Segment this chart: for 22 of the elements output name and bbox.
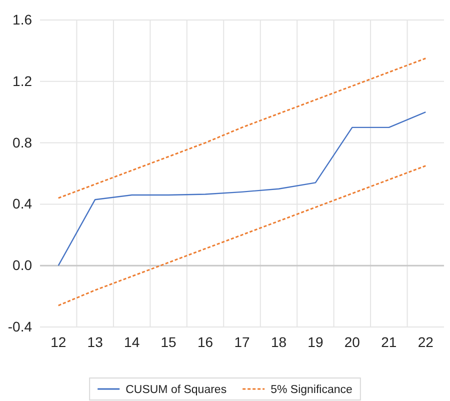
- legend-label: CUSUM of Squares: [126, 384, 227, 396]
- line-series: [58, 112, 426, 266]
- x-tick-label: 15: [160, 334, 177, 350]
- y-tick-label: 0.8: [12, 134, 32, 150]
- x-tick-label: 14: [124, 334, 140, 350]
- y-tick-label: 1.6: [12, 11, 32, 28]
- y-tick-label: 0.0: [12, 257, 32, 274]
- legend-label: 5% Significance: [270, 384, 352, 396]
- x-tick-label: 22: [418, 334, 434, 350]
- x-tick-label: 16: [197, 334, 214, 350]
- x-tick-label: 18: [270, 334, 287, 350]
- x-tick-label: 19: [308, 334, 324, 350]
- x-tick-label: 17: [234, 334, 250, 350]
- x-tick-label: 12: [50, 334, 66, 350]
- line-series: [58, 165, 426, 306]
- line-series: [58, 58, 426, 199]
- y-tick-label: 0.4: [12, 196, 32, 212]
- x-tick-label: 21: [381, 334, 397, 350]
- y-tick-label: -0.4: [8, 318, 32, 334]
- y-tick-label: 1.2: [12, 72, 32, 89]
- x-tick-label: 13: [87, 334, 104, 350]
- x-tick-label: 20: [344, 334, 360, 350]
